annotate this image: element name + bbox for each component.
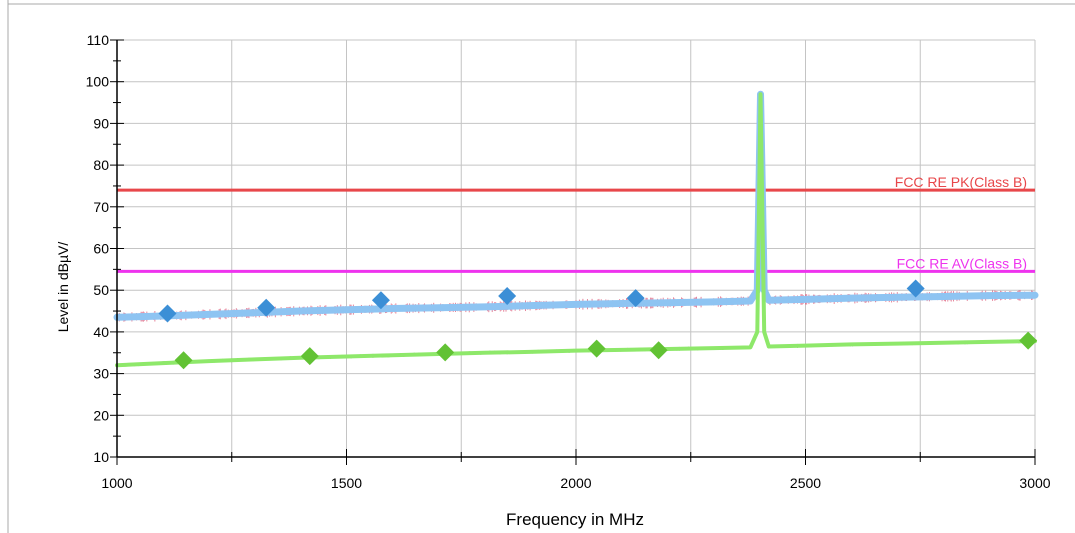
peak-markers-point-2 [371, 291, 390, 310]
trace-peak-trace [113, 90, 1039, 321]
x-tick-label: 2500 [790, 475, 821, 491]
peak-markers-point-0 [158, 304, 177, 323]
axes [110, 39, 1036, 465]
y-tick-label: 80 [93, 157, 109, 173]
limit-label-1: FCC RE AV(Class B) [897, 255, 1027, 271]
x-tick-label: 2000 [560, 475, 591, 491]
y-tick-label: 30 [93, 366, 109, 382]
x-axis-title: Frequency in MHz [506, 510, 644, 529]
y-tick-label: 100 [86, 74, 110, 90]
y-tick-label: 40 [93, 324, 109, 340]
tick-labels: 10 20 30 40 50 60 70 80 90 100 110 1000 1500 2000 2500… [86, 32, 1051, 491]
average-markers-point-0 [174, 351, 193, 370]
y-tick-label: 10 [93, 449, 109, 465]
limit-label-0: FCC RE PK(Class B) [895, 174, 1027, 190]
y-tick-label: 110 [87, 32, 110, 48]
average-markers-point-5 [1019, 331, 1038, 350]
y-tick-label: 70 [93, 199, 109, 215]
y-tick-label: 20 [93, 407, 109, 423]
peak-markers-point-3 [498, 287, 517, 306]
y-tick-label: 90 [93, 115, 109, 131]
x-tick-label: 1500 [331, 475, 362, 491]
plot-area [113, 90, 1039, 370]
average-markers-point-4 [649, 341, 668, 360]
peak-markers-point-5 [906, 279, 925, 298]
peak-markers-point-1 [257, 298, 276, 317]
y-axis-title: Level in dBµV/ [55, 242, 71, 333]
y-tick-label: 60 [93, 241, 109, 257]
trace-average-trace [115, 92, 1037, 368]
average-markers-point-2 [436, 343, 455, 362]
y-tick-label: 50 [93, 282, 109, 298]
average-markers-point-3 [587, 339, 606, 358]
peak-markers-point-4 [626, 289, 645, 308]
x-tick-label: 1000 [101, 475, 132, 491]
grid [117, 39, 1036, 457]
x-tick-label: 3000 [1019, 475, 1050, 491]
average-markers-point-1 [300, 347, 319, 366]
